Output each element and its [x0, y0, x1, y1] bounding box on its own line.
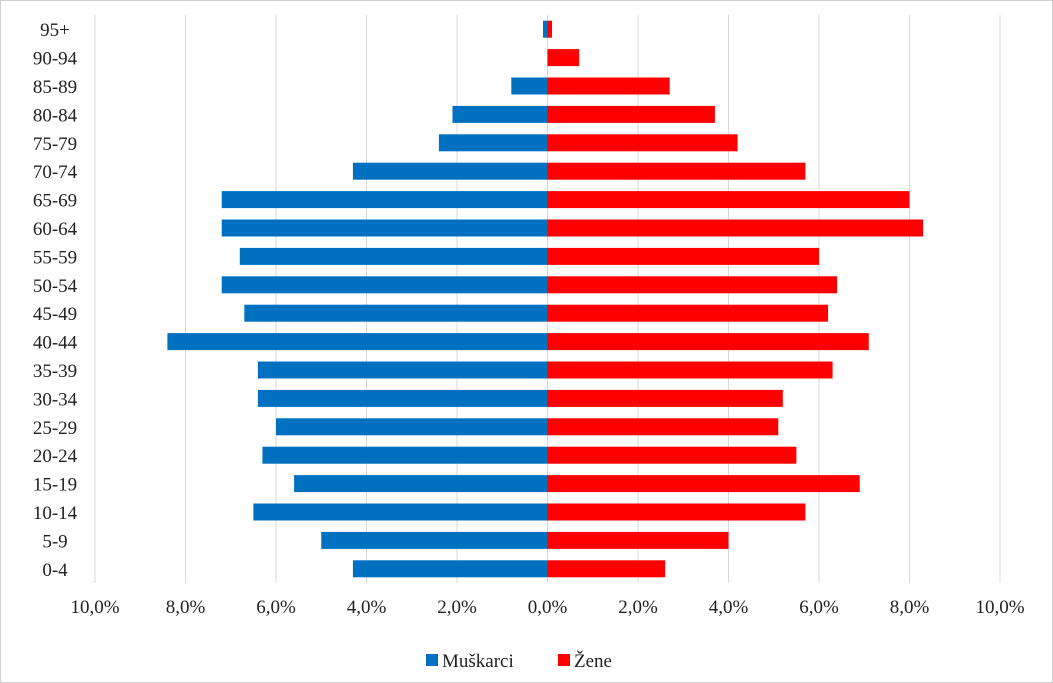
category-label: 85-89	[33, 77, 77, 98]
x-tick-label: 6,0%	[799, 597, 839, 618]
category-label: 80-84	[33, 105, 78, 126]
bar-zene-60-64	[547, 219, 924, 237]
bar-muskarci-85-89	[511, 77, 548, 95]
x-tick-label: 8,0%	[166, 597, 206, 618]
legend: Muškarci Žene	[426, 650, 612, 672]
bar-zene-70-74	[547, 162, 806, 180]
category-label: 45-49	[33, 304, 77, 325]
x-tick-label: 0,0%	[528, 597, 568, 618]
category-label: 25-29	[33, 418, 77, 439]
category-label: 30-34	[33, 389, 78, 410]
category-label: 40-44	[33, 333, 78, 354]
bar-zene-50-54	[547, 276, 838, 294]
bar-zene-30-34	[547, 389, 783, 407]
bar-zene-85-89	[547, 77, 670, 95]
category-label: 60-64	[33, 219, 78, 240]
bar-muskarci-50-54	[221, 276, 548, 294]
bar-muskarci-30-34	[257, 389, 548, 407]
bar-zene-65-69	[547, 191, 910, 209]
bar-muskarci-45-49	[244, 304, 548, 322]
category-label: 35-39	[33, 361, 77, 382]
category-label: 0-4	[42, 560, 68, 581]
bar-zene-40-44	[547, 333, 869, 351]
bar-zene-25-29	[547, 418, 779, 436]
bar-zene-10-14	[547, 503, 806, 521]
category-label: 20-24	[33, 446, 78, 467]
bar-zene-95+	[547, 20, 553, 38]
bar-muskarci-40-44	[167, 333, 548, 351]
category-label: 90-94	[33, 49, 78, 70]
category-label: 10-14	[33, 503, 78, 524]
bar-muskarci-60-64	[221, 219, 548, 237]
x-tick-label: 10,0%	[70, 597, 119, 618]
x-tick-label: 2,0%	[437, 597, 477, 618]
bar-zene-35-39	[547, 361, 833, 379]
legend-swatch-muskarci	[426, 654, 438, 666]
bar-zene-15-19	[547, 475, 860, 493]
x-tick-label: 6,0%	[256, 597, 296, 618]
bar-zene-20-24	[547, 446, 797, 464]
legend-label-muskarci: Muškarci	[442, 651, 514, 672]
gridlines	[94, 15, 1001, 583]
category-label: 75-79	[33, 134, 77, 155]
bar-muskarci-35-39	[257, 361, 548, 379]
bar-zene-45-49	[547, 304, 829, 322]
bars	[167, 20, 924, 578]
bar-zene-0-4	[547, 560, 666, 578]
category-label: 70-74	[33, 162, 78, 183]
bar-muskarci-20-24	[262, 446, 548, 464]
bar-muskarci-15-19	[294, 475, 548, 493]
bar-zene-75-79	[547, 134, 738, 152]
axes: 0-4 5-9 10-14 15-19 20-24 25-29 30-34 35-39 40-4…	[33, 20, 1025, 618]
bar-muskarci-70-74	[352, 162, 548, 180]
bar-muskarci-65-69	[221, 191, 548, 209]
x-tick-label: 10,0%	[975, 597, 1024, 618]
x-tick-label: 2,0%	[618, 597, 658, 618]
category-label: 55-59	[33, 247, 77, 268]
category-label: 95+	[40, 20, 70, 41]
bar-muskarci-0-4	[352, 560, 548, 578]
bar-muskarci-75-79	[438, 134, 548, 152]
x-tick-label: 4,0%	[347, 597, 387, 618]
bar-muskarci-10-14	[253, 503, 548, 521]
x-tick-label: 4,0%	[709, 597, 749, 618]
bar-muskarci-95+	[542, 20, 548, 38]
bar-zene-55-59	[547, 247, 819, 265]
legend-swatch-zene	[558, 654, 570, 666]
bar-muskarci-80-84	[452, 105, 548, 123]
bar-zene-5-9	[547, 531, 729, 549]
category-label: 15-19	[33, 475, 77, 496]
legend-label-zene: Žene	[574, 650, 612, 672]
bar-muskarci-25-29	[276, 418, 548, 436]
bar-muskarci-55-59	[239, 247, 548, 265]
x-tick-label: 8,0%	[890, 597, 930, 618]
bar-muskarci-5-9	[321, 531, 548, 549]
category-label: 65-69	[33, 191, 77, 212]
bar-zene-90-94	[547, 49, 580, 67]
bar-zene-80-84	[547, 105, 715, 123]
category-label: 5-9	[42, 531, 67, 552]
category-label: 50-54	[33, 276, 78, 297]
